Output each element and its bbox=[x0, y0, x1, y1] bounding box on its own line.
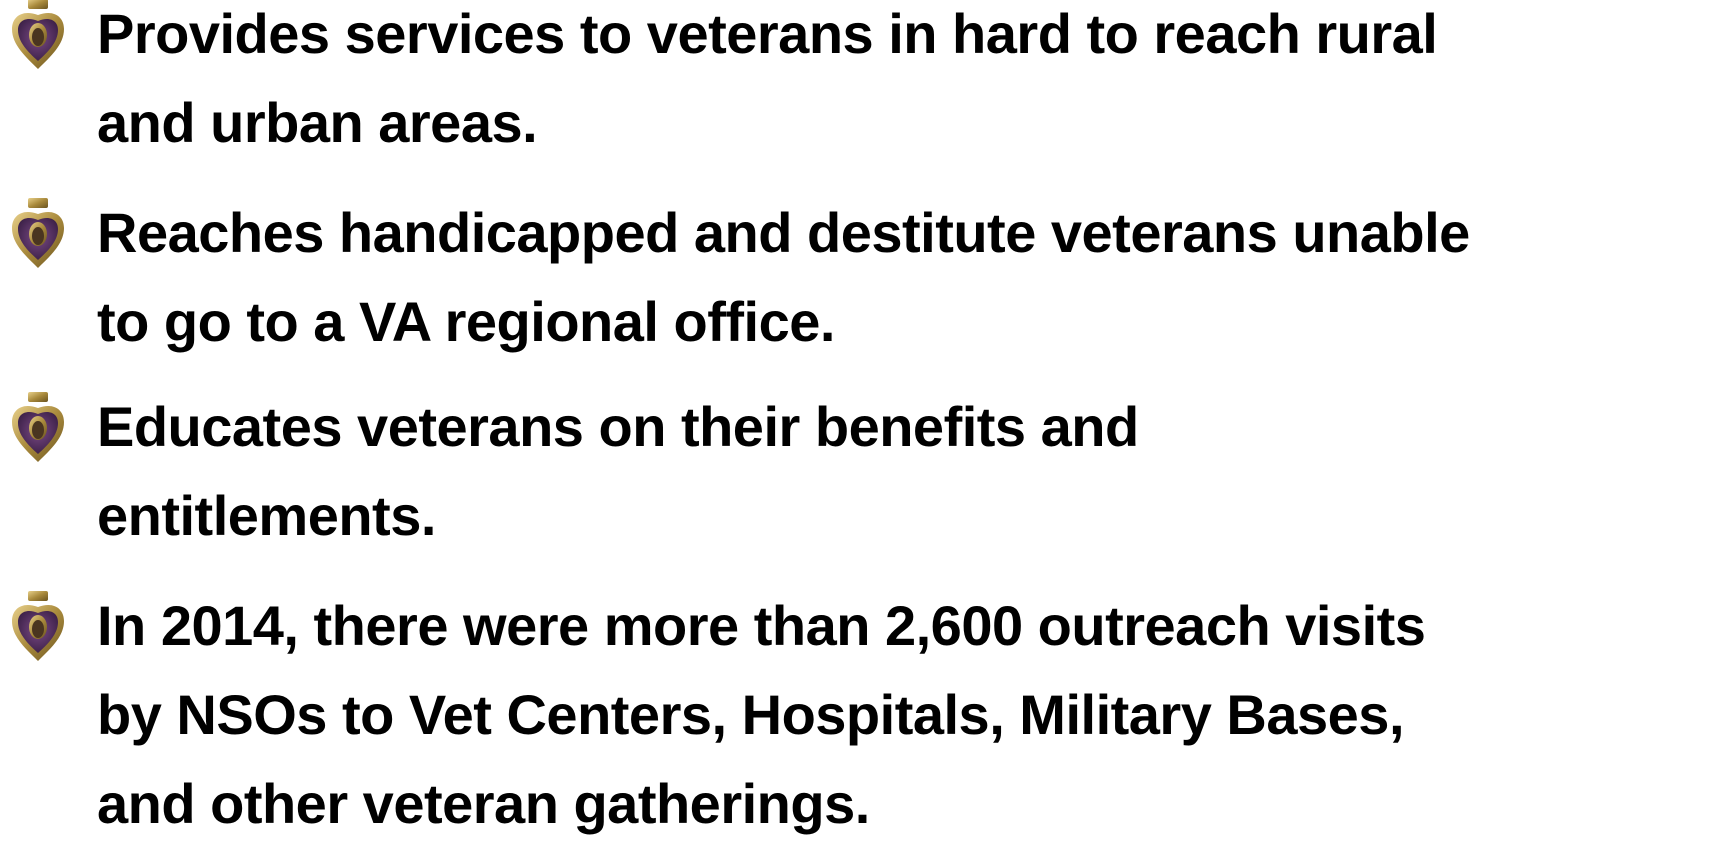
bullet-text: to go to a VA regional office. bbox=[97, 290, 835, 353]
bullet-text: Educates veterans on their benefits and bbox=[97, 395, 1139, 458]
medal-icon bbox=[12, 198, 64, 268]
bullet-text: entitlements. bbox=[97, 484, 436, 547]
bullet-text: In 2014, there were more than 2,600 outr… bbox=[97, 594, 1426, 657]
medal-icon bbox=[12, 0, 64, 69]
bullet-text: and other veteran gatherings. bbox=[97, 772, 870, 835]
bullet-text: Provides services to veterans in hard to… bbox=[97, 2, 1438, 65]
medal-icon bbox=[12, 591, 64, 661]
bullet-text: by NSOs to Vet Centers, Hospitals, Milit… bbox=[97, 683, 1405, 746]
bullet-text: Reaches handicapped and destitute vetera… bbox=[97, 201, 1470, 264]
medal-icon bbox=[12, 392, 64, 462]
bullet-text: and urban areas. bbox=[97, 91, 538, 154]
